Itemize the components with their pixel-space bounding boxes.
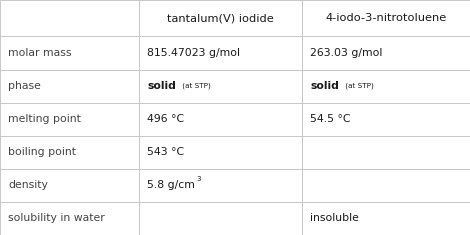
Text: melting point: melting point (8, 114, 81, 124)
Bar (139, 36, 302, 70)
Text: 3: 3 (196, 176, 200, 182)
Bar (302, 136, 470, 169)
Text: 54.5 °C: 54.5 °C (310, 114, 351, 124)
Bar (0, 169, 139, 202)
Text: 5.8 g/cm: 5.8 g/cm (147, 180, 195, 190)
Bar (0, 0, 139, 36)
Text: 815.47023 g/mol: 815.47023 g/mol (147, 48, 240, 58)
Bar (0, 136, 139, 169)
Bar (302, 70, 470, 103)
Bar (139, 202, 302, 235)
Bar (139, 70, 302, 103)
Bar (302, 169, 470, 202)
Text: 496 °C: 496 °C (147, 114, 184, 124)
Text: solubility in water: solubility in water (8, 213, 105, 223)
Bar (302, 0, 470, 36)
Bar (302, 103, 470, 136)
Bar (0, 103, 139, 136)
Text: boiling point: boiling point (8, 147, 77, 157)
Text: (at STP): (at STP) (180, 83, 211, 89)
Bar (139, 136, 302, 169)
Text: 4-iodo-3-nitrotoluene: 4-iodo-3-nitrotoluene (325, 13, 446, 23)
Bar (139, 169, 302, 202)
Text: phase: phase (8, 81, 41, 91)
Text: molar mass: molar mass (8, 48, 72, 58)
Bar (302, 36, 470, 70)
Bar (0, 36, 139, 70)
Bar (0, 70, 139, 103)
Text: solid: solid (147, 81, 176, 91)
Text: insoluble: insoluble (310, 213, 359, 223)
Text: tantalum(V) iodide: tantalum(V) iodide (167, 13, 274, 23)
Text: solid: solid (310, 81, 339, 91)
Text: 263.03 g/mol: 263.03 g/mol (310, 48, 383, 58)
Bar (302, 202, 470, 235)
Bar (139, 0, 302, 36)
Text: (at STP): (at STP) (343, 83, 374, 89)
Bar (139, 103, 302, 136)
Text: density: density (8, 180, 48, 190)
Bar (0, 202, 139, 235)
Text: 543 °C: 543 °C (147, 147, 184, 157)
